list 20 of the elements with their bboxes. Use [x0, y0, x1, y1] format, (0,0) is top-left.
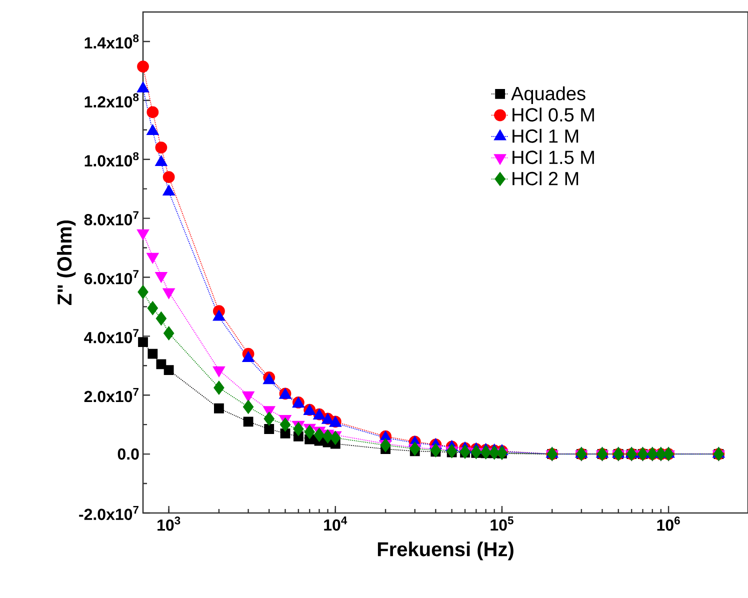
x-axis-title: Frekuensi (Hz) [378, 542, 514, 560]
y-tick-label: 6.0x10$^{7}$ [84, 270, 138, 284]
y-tick-label: 1.0x10$^{8}$ [84, 152, 139, 166]
x-tick-label: 10$^{5}$ [490, 516, 514, 531]
x-tick-label: 10$^{3}$ [158, 516, 180, 531]
y-axis-title: Z" (Ohm) [56, 220, 76, 305]
legend-label: HCl 1 M [512, 128, 578, 143]
legend-label: HCl 2 M [512, 171, 578, 186]
y-tick-label: 1.2x10$^{8}$ [84, 93, 139, 108]
y-tick-label: -2.0x10$^{7}$ [79, 506, 138, 520]
y-tick-label: 4.0x10$^{7}$ [84, 329, 138, 344]
y-tick-label: 0.0 [118, 448, 139, 460]
legend-label: Aquades [511, 86, 586, 104]
y-tick-label: 2.0x10$^{7}$ [84, 388, 138, 402]
x-tick-label: 10$^{4}$ [324, 516, 348, 531]
y-tick-label: 1.4x10$^{8}$ [84, 34, 139, 49]
legend-label: HCl 1.5 M [512, 150, 594, 164]
x-tick-label: 10$^{6}$ [657, 516, 680, 531]
legend-label: HCl 0.5 M [512, 108, 594, 122]
y-tick-label: 8.0x10$^{7}$ [84, 211, 138, 226]
